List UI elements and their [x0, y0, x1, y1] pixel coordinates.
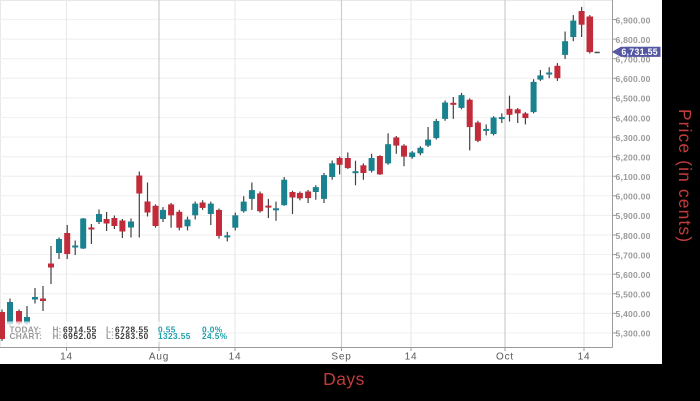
svg-text:5,800.00: 5,800.00 [616, 231, 651, 241]
svg-text:6,300.00: 6,300.00 [616, 133, 651, 143]
svg-text:14: 14 [60, 352, 73, 363]
svg-text:5,300.00: 5,300.00 [616, 329, 651, 339]
svg-text:Price (in cents): Price (in cents) [675, 109, 695, 243]
svg-text:5,600.00: 5,600.00 [616, 270, 651, 280]
svg-text:L:: L: [106, 331, 114, 341]
svg-text:6,700.00: 6,700.00 [616, 54, 651, 64]
svg-text:24.5%: 24.5% [202, 331, 228, 341]
svg-text:14: 14 [405, 352, 418, 363]
svg-text:6,200.00: 6,200.00 [616, 152, 651, 162]
svg-text:Aug: Aug [149, 352, 169, 363]
svg-text:Sep: Sep [331, 352, 351, 363]
svg-text:5,700.00: 5,700.00 [616, 250, 651, 260]
svg-text:6,100.00: 6,100.00 [616, 172, 651, 182]
svg-text:CHART:: CHART: [10, 331, 43, 341]
svg-text:5,900.00: 5,900.00 [616, 211, 651, 221]
svg-text:0.55: 0.55 [158, 324, 176, 334]
svg-text:L:: L: [106, 324, 114, 334]
svg-text:H:: H: [53, 331, 62, 341]
svg-text:6,400.00: 6,400.00 [616, 113, 651, 123]
svg-text:6914.55: 6914.55 [63, 324, 97, 334]
svg-text:6,900.00: 6,900.00 [616, 15, 651, 25]
svg-text:Oct: Oct [496, 352, 514, 363]
svg-text:1323.55: 1323.55 [158, 331, 191, 341]
svg-text:TODAY:: TODAY: [10, 324, 42, 334]
svg-text:5,500.00: 5,500.00 [616, 290, 651, 300]
svg-text:6,000.00: 6,000.00 [616, 192, 651, 202]
svg-text:6,600.00: 6,600.00 [616, 74, 651, 84]
svg-text:5,400.00: 5,400.00 [616, 309, 651, 319]
svg-text:Days: Days [323, 369, 365, 389]
svg-text:H:: H: [53, 324, 62, 334]
svg-text:0.0%: 0.0% [202, 324, 223, 334]
svg-text:5283.50: 5283.50 [115, 331, 149, 341]
svg-text:6,800.00: 6,800.00 [616, 35, 651, 45]
svg-text:14: 14 [229, 352, 242, 363]
svg-text:6728.55: 6728.55 [115, 324, 149, 334]
svg-text:6,500.00: 6,500.00 [616, 94, 651, 104]
svg-text:6,731.55: 6,731.55 [621, 47, 658, 57]
svg-text:14: 14 [578, 352, 591, 363]
svg-text:6952.05: 6952.05 [63, 331, 97, 341]
